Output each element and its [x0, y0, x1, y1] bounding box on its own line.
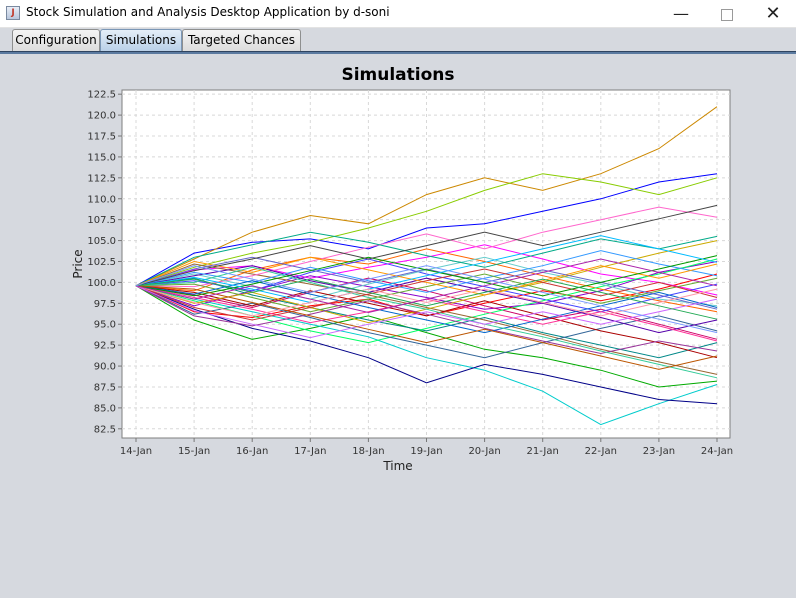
simulation-series-line: [135, 263, 718, 375]
y-tick-label: 110.0: [87, 194, 116, 205]
x-tick-label: 14-Jan: [120, 446, 152, 457]
y-tick-label: 117.5: [87, 132, 116, 143]
y-tick-label: 97.5: [94, 299, 116, 310]
chart-title: Simulations: [341, 65, 454, 85]
simulation-series-line: [135, 277, 718, 340]
simulation-series-line: [135, 106, 718, 287]
minimize-button[interactable]: —: [673, 4, 689, 23]
x-tick-label: 18-Jan: [352, 446, 384, 457]
simulation-series-line: [135, 285, 718, 426]
y-tick-label: 105.0: [87, 236, 116, 247]
tab-configuration[interactable]: Configuration: [12, 29, 100, 51]
simulation-series-line: [135, 258, 718, 313]
tab-targeted-chances[interactable]: Targeted Chances: [182, 29, 301, 51]
y-tick-label: 95.0: [94, 320, 116, 331]
simulation-series-line: [135, 248, 718, 313]
y-tick-label: 100.0: [87, 278, 116, 289]
simulation-series-line: [135, 258, 718, 344]
simulation-series-line: [135, 285, 718, 370]
simulation-series-line: [135, 244, 718, 296]
simulation-series-line: [135, 250, 718, 293]
series-lines: [135, 106, 718, 426]
simulation-series-line: [135, 266, 718, 379]
simulation-series-line: [135, 265, 718, 334]
simulation-series-line: [135, 235, 718, 304]
simulation-series-line: [135, 285, 718, 388]
y-tick-label: 115.0: [87, 152, 116, 163]
y-tick-label: 112.5: [87, 173, 116, 184]
simulation-series-line: [135, 278, 718, 320]
y-tick-label: 120.0: [87, 111, 116, 122]
window-title: Stock Simulation and Analysis Desktop Ap…: [26, 5, 390, 19]
y-axis-ticks: 82.5 85.0 87.5 90.0 92.5 95.0 97.5 100.0 102.5 10…: [87, 90, 122, 435]
y-tick-label: 82.5: [94, 424, 116, 435]
simulation-series-line: [135, 285, 718, 355]
x-tick-label: 23-Jan: [643, 446, 675, 457]
tab-divider: [0, 51, 796, 54]
simulation-series-line: [135, 204, 718, 287]
y-tick-label: 102.5: [87, 257, 116, 268]
y-tick-label: 85.0: [94, 403, 116, 414]
maximize-button[interactable]: [704, 0, 750, 27]
tab-simulations[interactable]: Simulations: [100, 29, 182, 51]
y-tick-label: 92.5: [94, 341, 116, 352]
y-axis-label: Price: [71, 249, 85, 278]
tab-strip: Configuration Simulations Targeted Chanc…: [0, 27, 796, 51]
x-tick-label: 22-Jan: [585, 446, 617, 457]
x-axis-label: Time: [382, 459, 412, 473]
simulation-series-line: [135, 173, 718, 287]
y-tick-label: 122.5: [87, 90, 116, 101]
x-tick-label: 24-Jan: [701, 446, 733, 457]
java-app-icon: J: [6, 6, 20, 20]
simulation-series-line: [135, 268, 718, 321]
simulation-series-line: [135, 173, 718, 287]
x-axis-ticks: 14-Jan 15-Jan 16-Jan 17-Jan 18-Jan 19-Jan 20-J…: [120, 438, 733, 457]
simulation-series-line: [135, 285, 718, 405]
x-tick-label: 19-Jan: [410, 446, 442, 457]
window-titlebar: J Stock Simulation and Analysis Desktop …: [0, 0, 796, 28]
simulation-series-line: [135, 256, 718, 296]
y-tick-label: 107.5: [87, 215, 116, 226]
simulation-series-line: [135, 258, 718, 314]
simulation-series-line: [135, 231, 718, 287]
x-tick-label: 15-Jan: [178, 446, 210, 457]
simulation-series-line: [135, 285, 718, 339]
x-tick-label: 21-Jan: [527, 446, 559, 457]
simulation-series-line: [135, 273, 718, 313]
simulation-series-line: [135, 285, 718, 359]
maximize-icon: [721, 8, 733, 21]
y-tick-label: 90.0: [94, 362, 116, 373]
simulation-series-line: [135, 256, 718, 310]
x-tick-label: 17-Jan: [294, 446, 326, 457]
simulation-series-line: [135, 285, 718, 317]
simulation-series-line: [135, 285, 718, 359]
simulations-chart: Simulations 82.5 85.0 87.5 90.0 92.5 95.0 97.5…: [71, 65, 733, 473]
y-tick-label: 87.5: [94, 382, 116, 393]
x-tick-label: 20-Jan: [468, 446, 500, 457]
x-tick-label: 16-Jan: [236, 446, 268, 457]
close-button[interactable]: ✕: [765, 3, 781, 24]
